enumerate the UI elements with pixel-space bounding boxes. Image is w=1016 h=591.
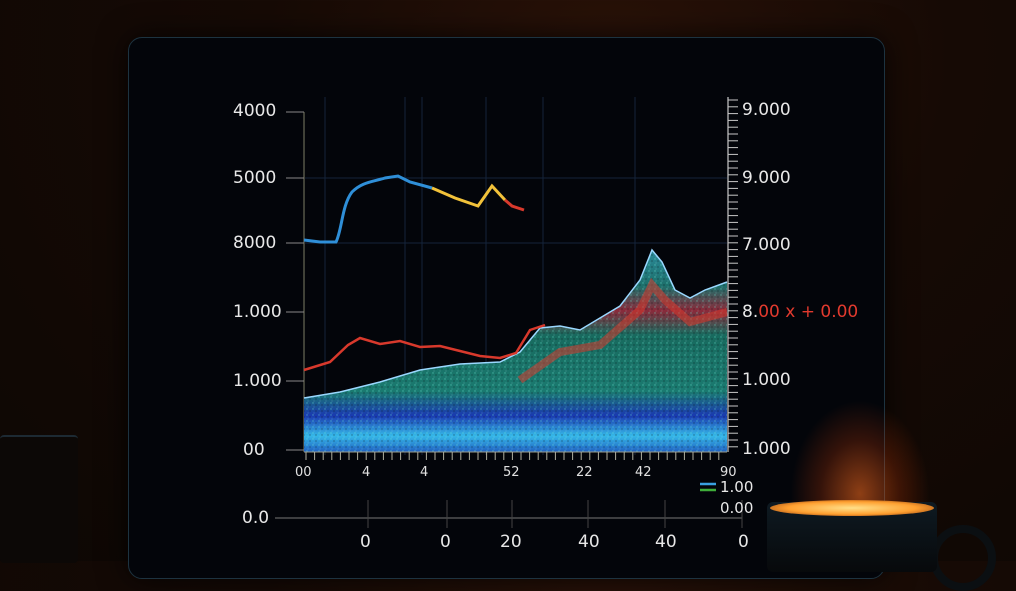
x-tick-bottom: 40 <box>655 532 677 552</box>
x-tick-bottom: 0 <box>738 532 749 552</box>
chart-canvas <box>275 97 743 528</box>
x-tick-top: 90 <box>720 465 737 480</box>
right-y-tick: 9.000 <box>742 168 791 188</box>
x-tick-top: 4 <box>362 465 371 480</box>
x-tick-top: 22 <box>576 465 593 480</box>
x-tick-top: 42 <box>635 465 652 480</box>
x-tick-bottom: 0 <box>440 532 451 552</box>
x-tick-bottom: 20 <box>500 532 522 552</box>
right-y-tick: 9.000 <box>742 100 791 120</box>
left-y-tick: 8000 <box>233 233 277 253</box>
left-y-tick: 00 <box>243 440 265 460</box>
upper-trace-blue <box>303 174 433 244</box>
x-tick-bottom: 40 <box>578 532 600 552</box>
bottom-y-label: 0.0 <box>242 508 270 528</box>
right-y-tick: 7.000 <box>742 235 791 255</box>
legend-label: 1.00 <box>720 478 754 496</box>
mug-left <box>0 435 78 563</box>
left-y-tick: 5000 <box>233 168 277 188</box>
upper-trace-yellow <box>431 183 507 208</box>
steam <box>790 400 930 510</box>
spectral-envelope-line <box>303 248 728 399</box>
x-tick-bottom: 0 <box>360 532 371 552</box>
right-y-annotation: 8.00 x + 0.00 <box>742 302 859 322</box>
x-tick-top: 4 <box>420 465 429 480</box>
right-y-tick: 1.000 <box>742 439 791 459</box>
red-trace-line <box>303 323 546 372</box>
coffee-surface <box>770 500 934 516</box>
left-y-tick: 1.000 <box>233 371 282 391</box>
right-y-tick: 1.000 <box>742 370 791 390</box>
left-y-tick: 1.000 <box>233 302 282 322</box>
x-tick-top: 00 <box>295 465 312 480</box>
monitor-screen <box>128 37 885 579</box>
x-tick-top: 52 <box>503 465 520 480</box>
left-y-tick: 4000 <box>233 101 277 121</box>
legend-label: 0.00 <box>720 499 754 517</box>
upper-trace-red <box>504 198 525 212</box>
